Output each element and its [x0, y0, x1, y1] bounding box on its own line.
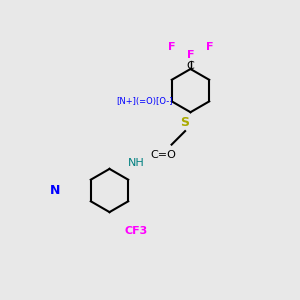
Text: CF3: CF3	[125, 226, 148, 236]
Text: N: N	[50, 184, 61, 197]
Text: C=O: C=O	[151, 150, 176, 161]
Text: C: C	[187, 61, 194, 71]
Text: F: F	[206, 42, 213, 52]
Text: F: F	[168, 42, 175, 52]
Text: [N+](=O)[O-]: [N+](=O)[O-]	[116, 97, 173, 106]
Text: S: S	[181, 116, 190, 130]
Text: F: F	[187, 50, 194, 61]
Text: NH: NH	[128, 158, 145, 169]
